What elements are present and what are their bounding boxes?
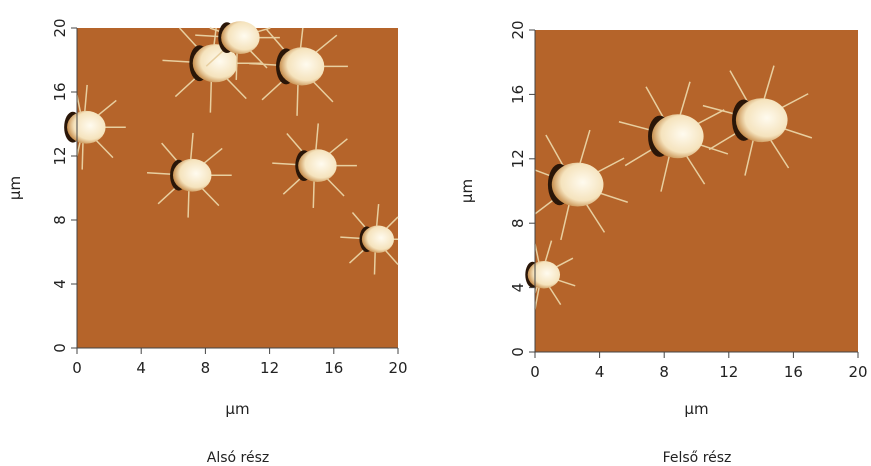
x-tick-label: 16 — [784, 363, 803, 381]
x-tick-label: 20 — [848, 363, 867, 381]
cell — [279, 47, 325, 86]
afm-image — [64, 21, 399, 348]
y-tick-label: 20 — [509, 20, 527, 39]
cell — [651, 114, 704, 159]
x-tick-label: 20 — [388, 359, 407, 377]
x-tick-label: 4 — [136, 359, 146, 377]
cell — [527, 260, 561, 289]
cell — [551, 162, 604, 207]
x-tick-label: 0 — [72, 359, 82, 377]
y-tick-label: 16 — [509, 85, 527, 104]
afm-image — [525, 30, 858, 352]
x-tick-label: 8 — [201, 359, 211, 377]
cell — [298, 149, 337, 182]
cell — [221, 21, 260, 54]
y-tick-label: 0 — [509, 347, 527, 357]
x-axis-label: µm — [225, 400, 249, 418]
caption: Alsó rész — [207, 450, 269, 466]
x-tick-label: 0 — [530, 363, 540, 381]
cell — [735, 98, 788, 143]
cell — [361, 225, 394, 253]
y-tick-label: 8 — [509, 218, 527, 228]
surface — [77, 28, 398, 348]
cell — [192, 44, 238, 83]
y-axis-label: µm — [6, 176, 24, 200]
y-tick-label: 4 — [51, 279, 69, 289]
y-tick-label: 0 — [51, 343, 69, 353]
cell — [172, 158, 212, 192]
y-tick-label: 12 — [509, 149, 527, 168]
x-tick-label: 12 — [719, 363, 738, 381]
y-tick-label: 4 — [509, 283, 527, 293]
x-axis-label: µm — [684, 400, 708, 418]
y-tick-label: 8 — [51, 215, 69, 225]
x-tick-label: 16 — [324, 359, 343, 377]
y-tick-label: 16 — [51, 82, 69, 101]
cell — [67, 110, 106, 144]
y-tick-label: 20 — [51, 18, 69, 37]
y-tick-label: 12 — [51, 146, 69, 165]
x-tick-label: 12 — [260, 359, 279, 377]
x-tick-label: 8 — [659, 363, 669, 381]
x-tick-label: 4 — [595, 363, 605, 381]
y-axis-label: µm — [458, 179, 476, 203]
caption: Felső rész — [663, 450, 732, 466]
